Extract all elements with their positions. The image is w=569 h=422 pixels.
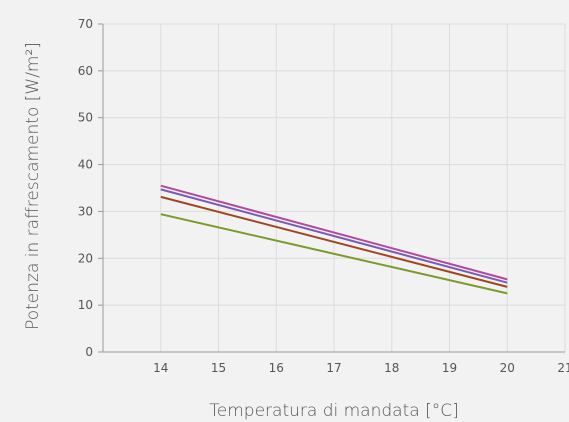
y-axis-title: Potenza in raffrescamento [W/m²] bbox=[23, 42, 43, 330]
y-tick-label: 70 bbox=[78, 17, 93, 31]
y-tick-label: 30 bbox=[78, 204, 93, 218]
series-line-2 bbox=[160, 188, 508, 284]
y-tick-label: 60 bbox=[78, 64, 93, 78]
x-tick-label: 21 bbox=[557, 361, 569, 375]
x-axis-title: Temperatura di mandata [°C] bbox=[209, 401, 458, 421]
x-tick-label: 20 bbox=[500, 361, 515, 375]
y-tick-label: 50 bbox=[78, 111, 93, 125]
y-tick-labels: 0 10 20 30 40 50 60 70 bbox=[78, 17, 93, 359]
y-tick-label: 0 bbox=[85, 345, 93, 359]
x-tick-label: 18 bbox=[384, 361, 399, 375]
x-tick-labels: 14 15 16 17 18 19 20 21 bbox=[153, 361, 569, 375]
series-line-3 bbox=[160, 195, 508, 288]
x-tick-label: 16 bbox=[269, 361, 284, 375]
axes bbox=[98, 23, 565, 353]
y-tick-label: 40 bbox=[78, 158, 93, 172]
series-lines bbox=[160, 184, 508, 295]
x-tick-label: 17 bbox=[326, 361, 341, 375]
grid bbox=[103, 23, 566, 352]
x-tick-label: 14 bbox=[153, 361, 168, 375]
x-tick-label: 19 bbox=[442, 361, 457, 375]
series-line-1 bbox=[160, 184, 508, 281]
y-tick-label: 20 bbox=[78, 251, 93, 265]
y-tick-label: 10 bbox=[78, 298, 93, 312]
series-line-4 bbox=[160, 213, 508, 295]
x-tick-label: 15 bbox=[211, 361, 226, 375]
